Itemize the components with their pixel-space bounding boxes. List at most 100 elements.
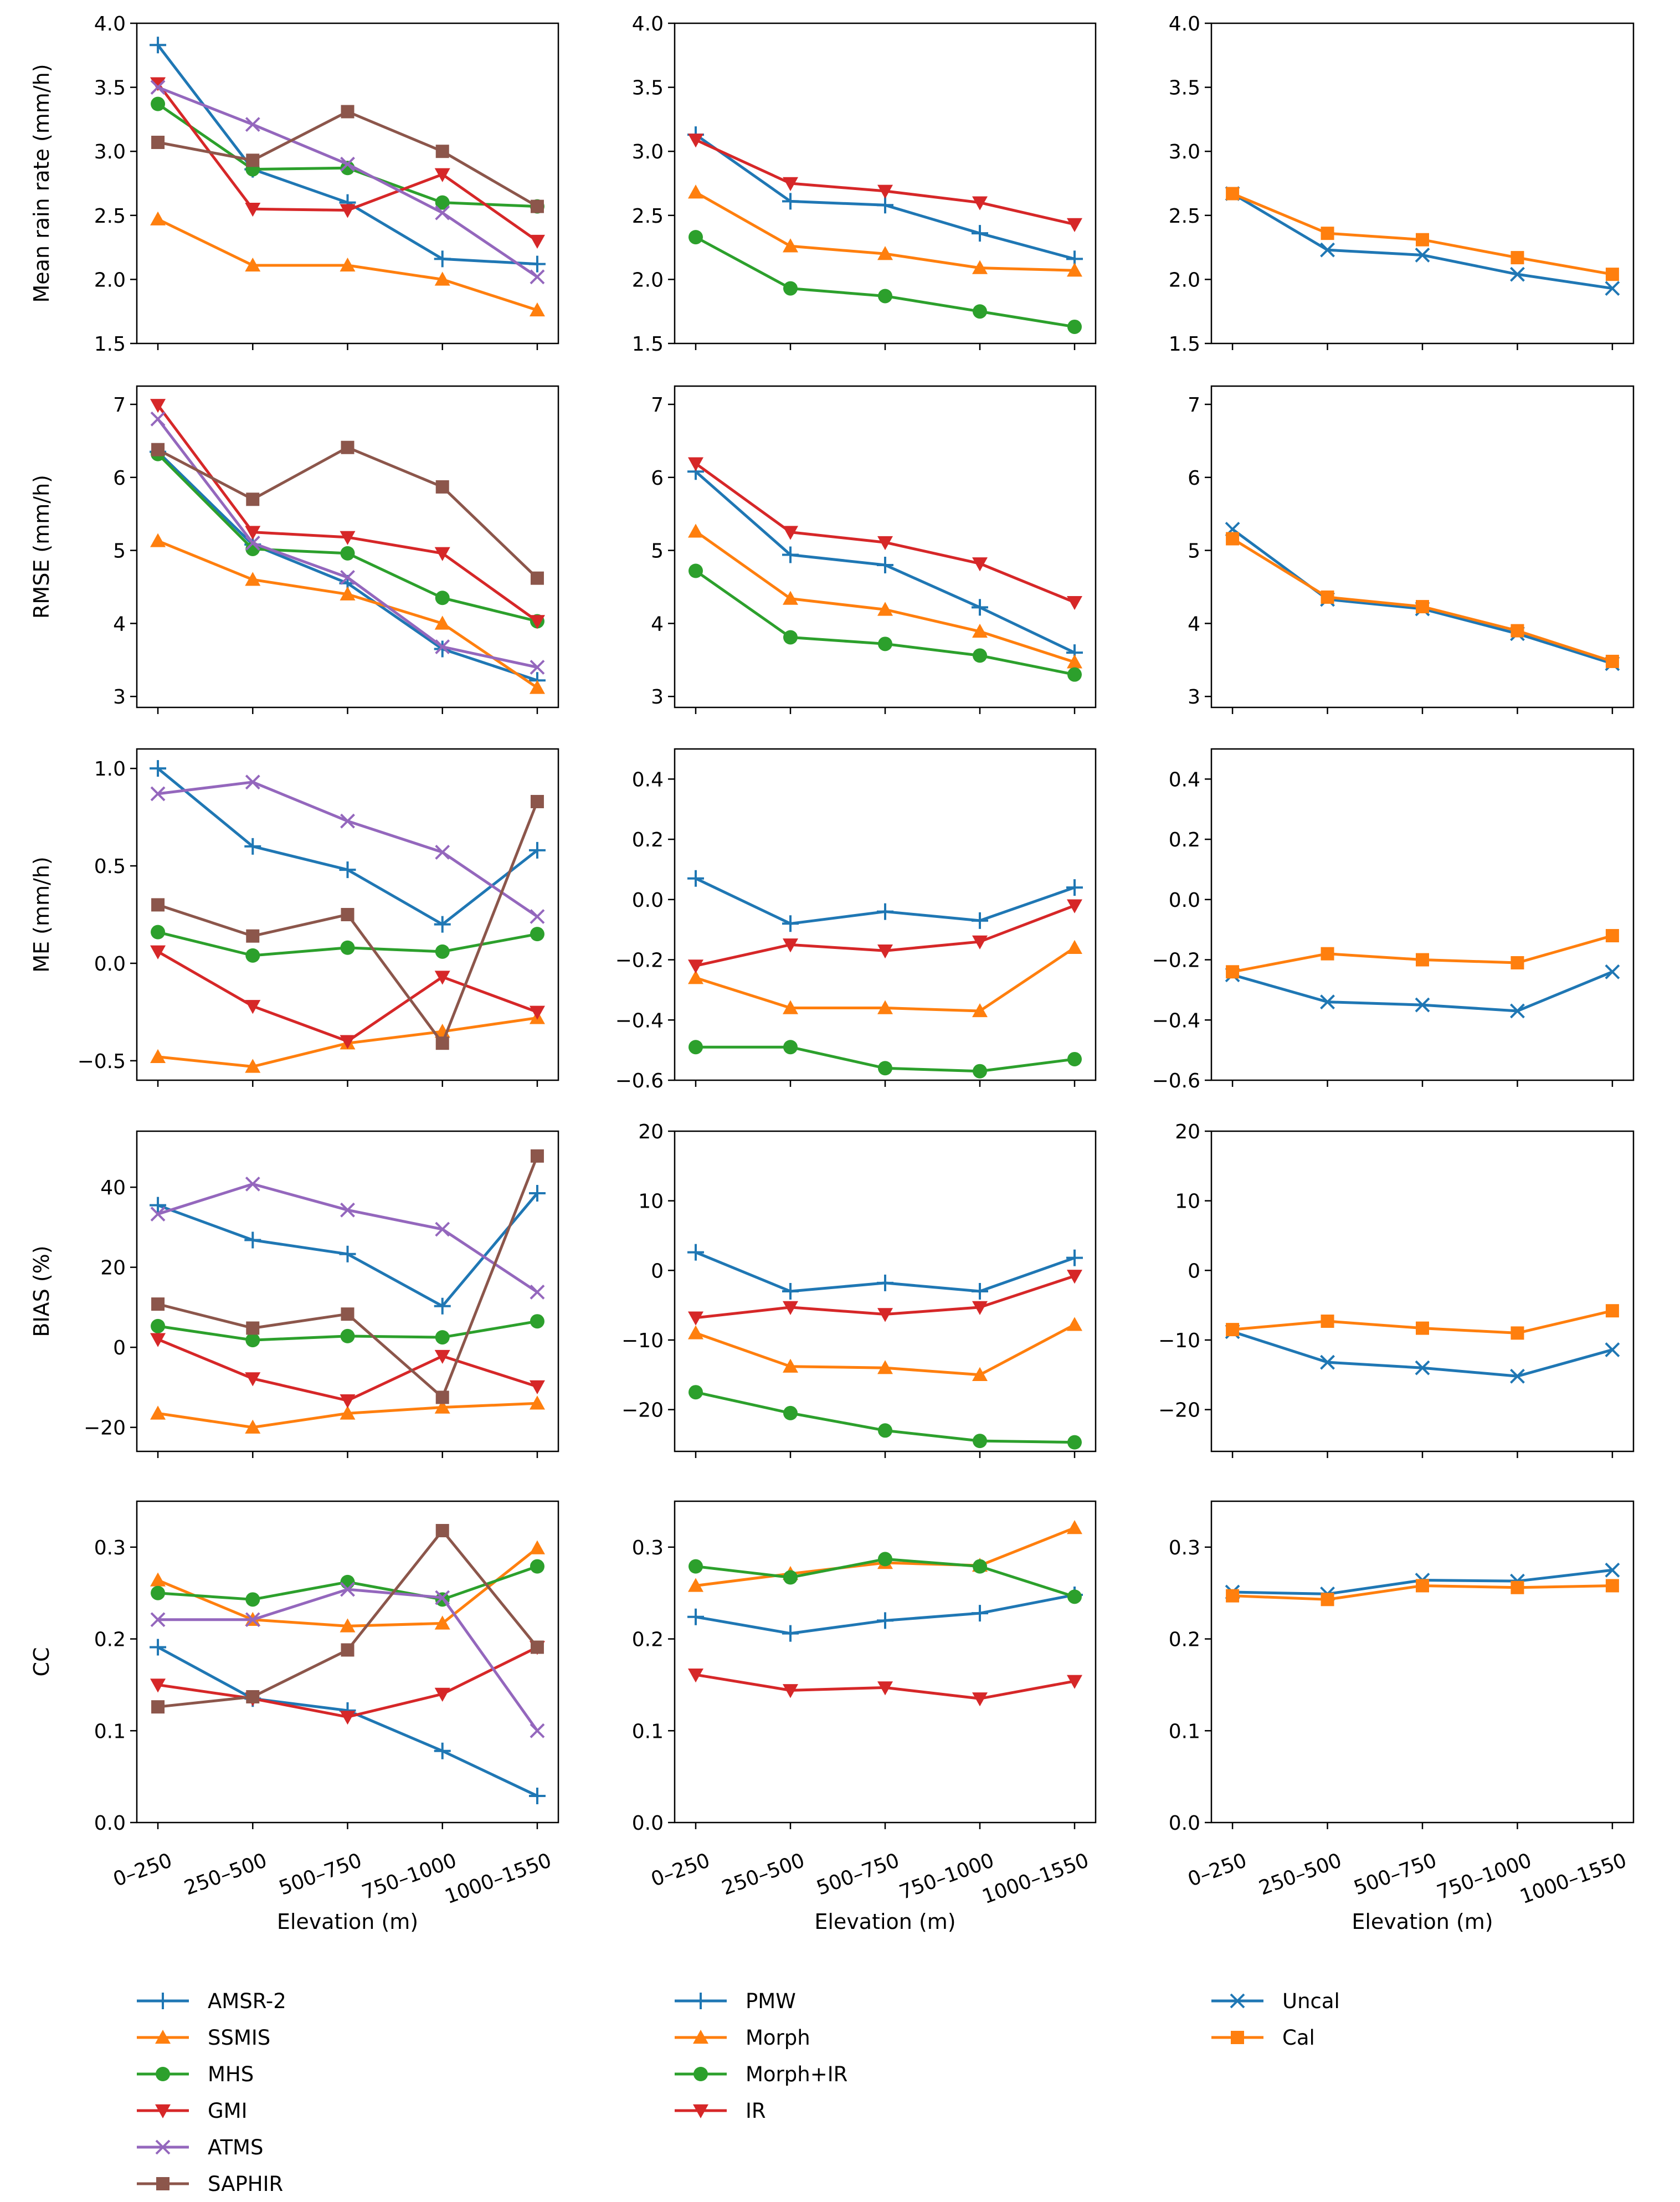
series-ssmis — [150, 533, 545, 694]
data-point-amsr-2 — [150, 1639, 167, 1656]
data-point-gmi — [340, 531, 356, 545]
legend-2: PMW Morph Morph+IR IR — [675, 1989, 847, 2123]
data-point-pmw — [1066, 879, 1083, 896]
data-point-ir — [783, 938, 798, 953]
data-point-cal — [1416, 600, 1429, 614]
x-tick-label: 1000–1550 — [979, 1849, 1092, 1908]
legend-entry-amsr-2: AMSR-2 — [137, 1989, 286, 2013]
data-point-morph-ir — [1067, 319, 1082, 334]
series-atms — [150, 1176, 545, 1300]
data-point-atms — [245, 774, 260, 790]
y-tick-label: 0 — [1188, 1260, 1200, 1282]
panel-r0-c0: 1.5 2.0 2.5 3.0 3.5 4.0 Mean rain rate (mm/h) — [29, 13, 559, 356]
data-point-atms — [340, 1202, 355, 1218]
series-pmw — [687, 1244, 1083, 1300]
series-atms — [150, 411, 545, 675]
data-point-cal — [1321, 590, 1334, 604]
series-line-gmi — [157, 950, 538, 1043]
data-point-uncal — [1320, 242, 1335, 258]
y-tick-label: 7 — [651, 394, 664, 417]
data-point-ssmis — [529, 1540, 545, 1554]
data-point-cal — [1511, 1326, 1524, 1340]
panel-r2-c0: −0.5 0.0 0.5 1.0 ME (mm/h) — [29, 748, 559, 1087]
data-point-morph-ir — [689, 1559, 703, 1574]
data-point-ir — [877, 945, 893, 959]
series-morph — [688, 940, 1082, 1018]
data-point-ssmis — [340, 1405, 356, 1420]
data-point-cal — [1511, 251, 1524, 265]
y-tick-label: 0.0 — [94, 1812, 126, 1835]
series-atms — [150, 774, 545, 924]
y-tick-label: 3 — [651, 686, 664, 709]
data-point-atms — [435, 1221, 450, 1237]
data-point-gmi — [150, 77, 166, 91]
data-point-mhs — [151, 1585, 166, 1600]
data-point-gmi — [245, 203, 261, 217]
y-tick-label: 0.4 — [1169, 768, 1200, 791]
series-pmw — [687, 126, 1083, 268]
data-point-ssmis — [529, 680, 545, 694]
data-point-morph — [972, 1003, 988, 1018]
data-point-ir — [688, 1311, 703, 1326]
y-tick-label: −0.2 — [615, 949, 664, 972]
data-point-gmi — [150, 1333, 166, 1347]
legend-entry-mhs: MHS — [137, 2062, 254, 2086]
series-morph-ir — [689, 1040, 1082, 1079]
data-point-ir — [972, 935, 988, 949]
data-point-morph — [783, 238, 798, 253]
data-point-saphir — [151, 1700, 165, 1714]
data-point-uncal — [1510, 266, 1525, 282]
data-point-morph-ir — [783, 281, 798, 296]
data-point-saphir — [435, 480, 449, 494]
data-point-ssmis — [150, 1049, 166, 1063]
data-point-gmi — [340, 1711, 356, 1725]
data-point-gmi — [340, 204, 356, 218]
data-point-ir — [1067, 1675, 1082, 1689]
data-point-saphir — [530, 794, 544, 808]
x-tick-label: 250–500 — [719, 1849, 808, 1900]
y-tick-label: 2.5 — [1169, 205, 1200, 228]
data-point-cal — [1226, 532, 1240, 546]
data-point-atms — [340, 1582, 355, 1597]
data-point-atms — [530, 909, 545, 924]
data-point-amsr-2 — [339, 861, 356, 879]
series-cal — [1226, 532, 1619, 668]
data-point-amsr-2 — [434, 916, 451, 933]
data-point-pmw — [687, 870, 704, 887]
data-point-ir — [877, 536, 893, 551]
series-cal — [1226, 1304, 1619, 1340]
data-point-atms — [340, 813, 355, 829]
data-point-ir — [783, 1684, 798, 1698]
data-point-morph — [688, 970, 703, 984]
data-point-morph — [877, 1360, 893, 1374]
series-mhs — [151, 925, 544, 963]
data-point-saphir — [530, 1640, 544, 1654]
data-point-atms — [435, 639, 450, 655]
data-point-saphir — [151, 443, 165, 456]
data-point-saphir — [530, 199, 544, 213]
legend-label: IR — [746, 2099, 766, 2123]
data-point-morph-ir — [783, 1040, 798, 1055]
series-morph-ir — [689, 1552, 1082, 1604]
data-point-atms — [150, 1207, 166, 1221]
x-tick-label: 750–1000 — [359, 1849, 460, 1905]
data-point-uncal — [1605, 1562, 1620, 1578]
data-point-mhs — [340, 1574, 355, 1589]
axes-frame — [1210, 1130, 1635, 1452]
data-point-saphir — [341, 1643, 355, 1657]
data-point-morph-ir — [1067, 1589, 1082, 1604]
data-point-mhs — [151, 1318, 166, 1333]
data-point-saphir — [151, 136, 165, 150]
data-point-gmi — [245, 1372, 261, 1387]
data-point-ir — [1067, 218, 1082, 232]
y-tick-label: −20 — [621, 1399, 664, 1422]
data-point-cal — [1321, 227, 1334, 240]
data-point-saphir — [341, 105, 355, 119]
data-point-ir — [972, 1692, 988, 1707]
data-point-pmw — [782, 915, 799, 932]
data-point-pmw — [877, 903, 893, 920]
data-point-ssmis — [529, 1395, 545, 1410]
series-uncal — [1225, 1324, 1620, 1384]
data-point-morph — [688, 523, 703, 538]
data-point-atms — [435, 845, 450, 860]
